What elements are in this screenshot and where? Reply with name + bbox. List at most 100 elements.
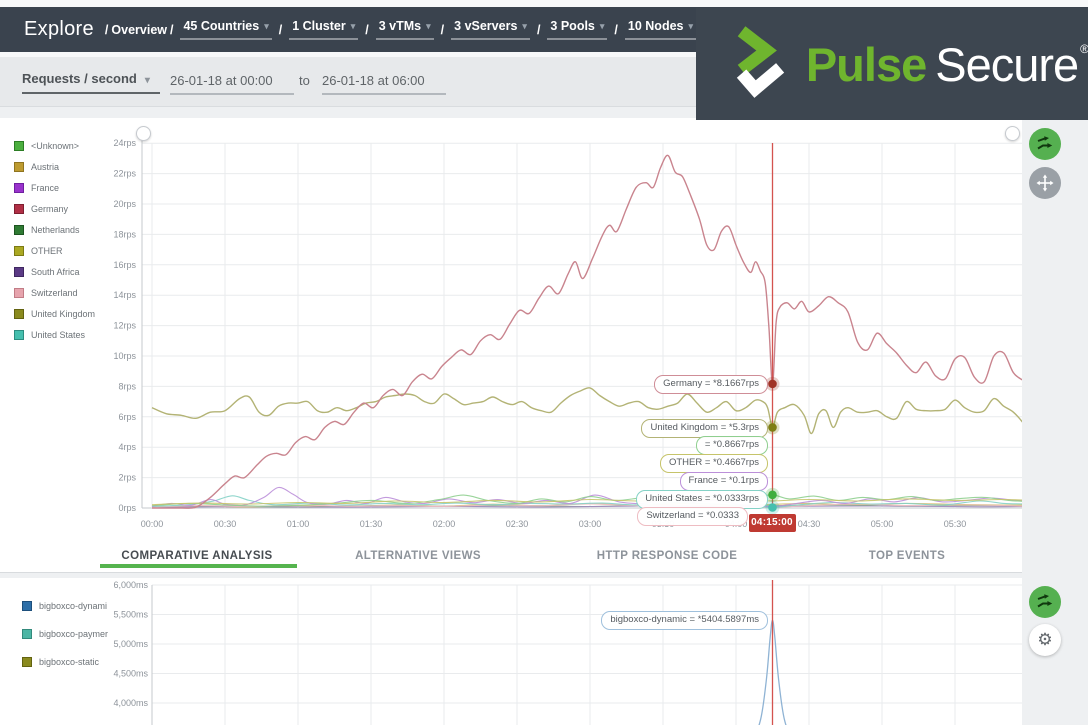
metric-label: Requests / second	[22, 71, 137, 86]
legend-item[interactable]: Switzerland	[14, 282, 95, 303]
y-tick-label: 12rps	[113, 321, 136, 331]
legend-item[interactable]: bigboxco-dynami	[22, 592, 108, 620]
breadcrumb-filter-10-nodes[interactable]: 10 Nodes ▾	[624, 19, 697, 40]
y-tick-label: 6,000ms	[113, 580, 148, 590]
series-line	[151, 387, 1022, 435]
response-time-chart[interactable]: 4,000ms 4,500ms 5,000ms 5,500ms 6,000ms	[0, 578, 1022, 725]
chevron-down-icon: ▾	[264, 20, 269, 31]
tab-alternative-views[interactable]: ALTERNATIVE VIEWS	[355, 550, 481, 562]
legend-item[interactable]: Netherlands	[14, 219, 95, 240]
move-button[interactable]	[1029, 167, 1061, 199]
y-tick-label: 4,000ms	[113, 698, 148, 708]
tab-top-events[interactable]: TOP EVENTS	[868, 550, 946, 562]
legend-swatch	[14, 245, 24, 256]
x-tick-label: 01:30	[360, 519, 383, 529]
requests-chart-card: <Unknown> Austria France Germany Netherlands…	[0, 118, 1022, 573]
legend-item[interactable]: Austria	[14, 156, 95, 177]
settings-button[interactable]: ⚙	[1029, 624, 1061, 656]
legend-item[interactable]: United Kingdom	[14, 303, 95, 324]
breadcrumb-overview[interactable]: Overview	[111, 22, 167, 37]
legend-swatch	[14, 266, 24, 277]
y-tick-label: 4rps	[118, 442, 136, 452]
legend-swatch	[22, 657, 32, 667]
y-tick-label: 20rps	[113, 199, 136, 209]
range-handle-right[interactable]	[1005, 126, 1020, 141]
registered-mark: ®	[1080, 41, 1088, 56]
legend-item[interactable]: France	[14, 177, 95, 198]
legend-item[interactable]: Germany	[14, 198, 95, 219]
legend-label: Austria	[31, 161, 60, 172]
pulse-secure-logo: Pulse Secure ®	[696, 8, 1088, 120]
y-tick-label: 14rps	[113, 290, 136, 300]
x-tick-label: 05:00	[871, 519, 894, 529]
breadcrumb-filter-3-pools[interactable]: 3 Pools ▾	[547, 19, 608, 40]
series-line	[151, 486, 1022, 508]
cursor-tooltip: France = *0.1rps	[679, 472, 768, 491]
legend-item[interactable]: bigboxco-paymer	[22, 620, 108, 648]
cursor-marker	[768, 503, 777, 512]
chevron-down-icon: ▾	[144, 75, 150, 86]
x-tick-label: 01:00	[287, 519, 310, 529]
date-to-input[interactable]: 26-01-18 at 06:00	[322, 73, 446, 95]
cursor-tooltip: bigboxco-dynamic = *5404.5897ms	[601, 611, 768, 630]
legend-label: Netherlands	[31, 224, 80, 235]
chart-legend: <Unknown> Austria France Germany Netherlands…	[14, 135, 95, 345]
legend-item[interactable]: South Africa	[14, 261, 95, 282]
legend-label: bigboxco-dynami	[39, 601, 108, 611]
legend-item[interactable]: bigboxco-static	[22, 648, 108, 676]
legend-label: France	[31, 182, 60, 193]
y-tick-label: 5,000ms	[113, 639, 148, 649]
breadcrumb-filter-3-vtms[interactable]: 3 vTMs ▾	[375, 19, 434, 40]
legend-label: Germany	[31, 203, 69, 214]
legend-swatch	[14, 287, 24, 298]
legend-item[interactable]: United States	[14, 324, 95, 345]
x-tick-label: 02:00	[433, 519, 456, 529]
metric-selector[interactable]: Requests / second ▾	[22, 71, 160, 94]
breadcrumb-filter-1-cluster[interactable]: 1 Cluster ▾	[289, 19, 359, 40]
x-tick-label: 00:00	[141, 519, 164, 529]
legend-label: <Unknown>	[31, 140, 80, 151]
x-tick-label: 05:30	[944, 519, 967, 529]
x-tick-label: 02:30	[506, 519, 529, 529]
y-tick-label: 18rps	[113, 229, 136, 239]
legend-item[interactable]: <Unknown>	[14, 135, 95, 156]
compare-button-bottom[interactable]	[1029, 586, 1061, 618]
legend-swatch	[14, 224, 24, 235]
legend-label: bigboxco-static	[39, 657, 100, 667]
breadcrumb-filter-3-vservers[interactable]: 3 vServers ▾	[451, 19, 530, 40]
cursor-tooltip: OTHER = *0.4667rps	[659, 454, 768, 473]
chevron-down-icon: ▾	[522, 20, 527, 31]
range-handle-left[interactable]	[136, 126, 151, 141]
y-tick-label: 6rps	[118, 412, 136, 422]
breadcrumb-separator: /	[614, 22, 618, 37]
date-from-input[interactable]: 26-01-18 at 00:00	[170, 73, 294, 95]
y-tick-label: 5,500ms	[113, 610, 148, 620]
compare-button-top[interactable]	[1029, 128, 1061, 160]
chevron-down-icon: ▾	[599, 20, 605, 31]
breadcrumb-separator: /	[536, 22, 541, 37]
tab-comparative-analysis[interactable]: COMPARATIVE ANALYSIS	[121, 550, 273, 562]
chevron-down-icon: ▾	[688, 20, 694, 31]
legend-swatch	[14, 308, 24, 319]
chevron-down-icon: ▾	[426, 20, 431, 31]
legend-swatch	[14, 161, 24, 172]
series-line	[151, 498, 1022, 506]
legend-swatch	[14, 140, 24, 151]
tab-http-response-code[interactable]: HTTP RESPONSE CODE	[596, 550, 738, 562]
legend-swatch	[14, 182, 24, 193]
requests-per-second-chart[interactable]: 0rps 2rps 4rps 6rps 8rps 10rps 12rps 14rps 16rps…	[0, 118, 1022, 572]
response-time-chart-card: bigboxco-dynami bigboxco-paymer bigboxco-s…	[0, 578, 1022, 725]
y-tick-label: 8rps	[118, 381, 136, 391]
x-tick-label: 04:30	[798, 519, 821, 529]
breadcrumb-filter-45-countries[interactable]: 45 Countries ▾	[180, 19, 272, 40]
legend-item[interactable]: OTHER	[14, 240, 95, 261]
y-tick-label: 24rps	[113, 138, 136, 148]
cursor-tooltip: Switzerland = *0.0333	[637, 507, 748, 526]
cursor-tooltip: Germany = *8.1667rps	[654, 375, 768, 394]
series-line	[758, 619, 787, 725]
breadcrumb-filters: 45 Countries ▾ / 1 Cluster ▾ / 3 vTMs ▾ / 3 vServ…	[176, 19, 700, 40]
series-line	[151, 154, 1022, 509]
breadcrumb-separator: /	[365, 22, 369, 37]
breadcrumb-separator: /	[104, 22, 109, 37]
y-tick-label: 10rps	[113, 351, 136, 361]
